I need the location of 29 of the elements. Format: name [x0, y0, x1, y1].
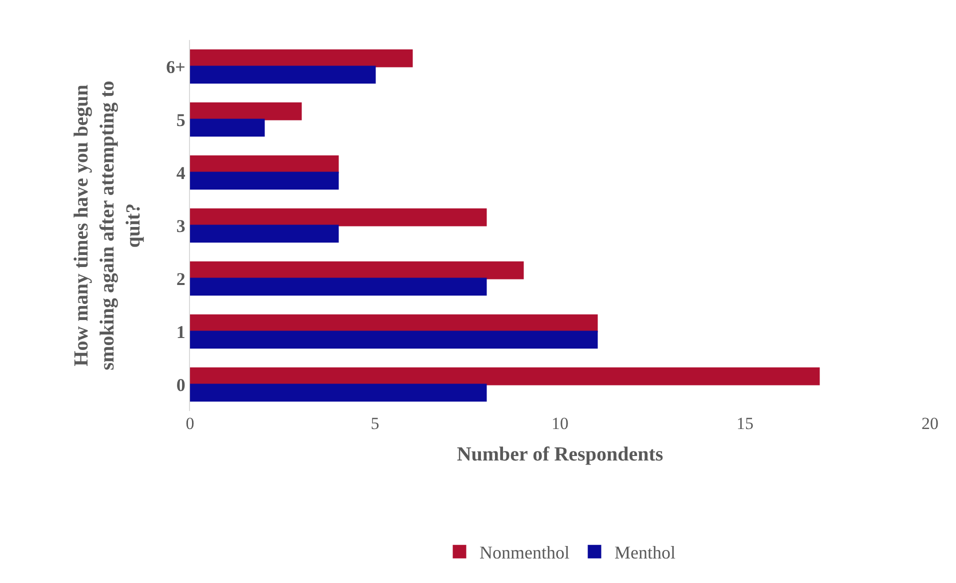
x-axis-title: Number of Respondents [456, 444, 664, 466]
bar [190, 155, 339, 174]
bar [190, 367, 820, 386]
bar [190, 261, 524, 280]
x-tick-label: 15 [736, 414, 754, 433]
y-tick-label: 6+ [166, 56, 186, 77]
legend-label: Menthol [614, 542, 676, 563]
bar [190, 224, 339, 243]
y-axis-title: How many times have you begun smoking again after attempting to quit? [70, 80, 145, 370]
y-tick-label: 5 [176, 110, 186, 130]
x-tick-label: 20 [922, 414, 938, 433]
bar [190, 118, 265, 137]
bar [190, 66, 376, 84]
y-tick-label: 2 [176, 268, 186, 289]
bar [190, 49, 413, 68]
bar [190, 172, 339, 190]
bar [190, 278, 487, 296]
y-tick-label: 0 [176, 374, 186, 395]
bar [190, 330, 598, 349]
y-tick-label: 4 [176, 162, 186, 183]
x-tick-label: 10 [552, 414, 568, 433]
y-tick-label: 1 [176, 322, 186, 342]
y-tick-label: 3 [176, 216, 186, 236]
bar [190, 314, 598, 332]
bar [190, 208, 487, 226]
bar [190, 102, 302, 120]
bar [190, 384, 487, 402]
x-tick-label: 5 [370, 414, 380, 433]
legend-label: Nonmenthol [480, 542, 570, 563]
